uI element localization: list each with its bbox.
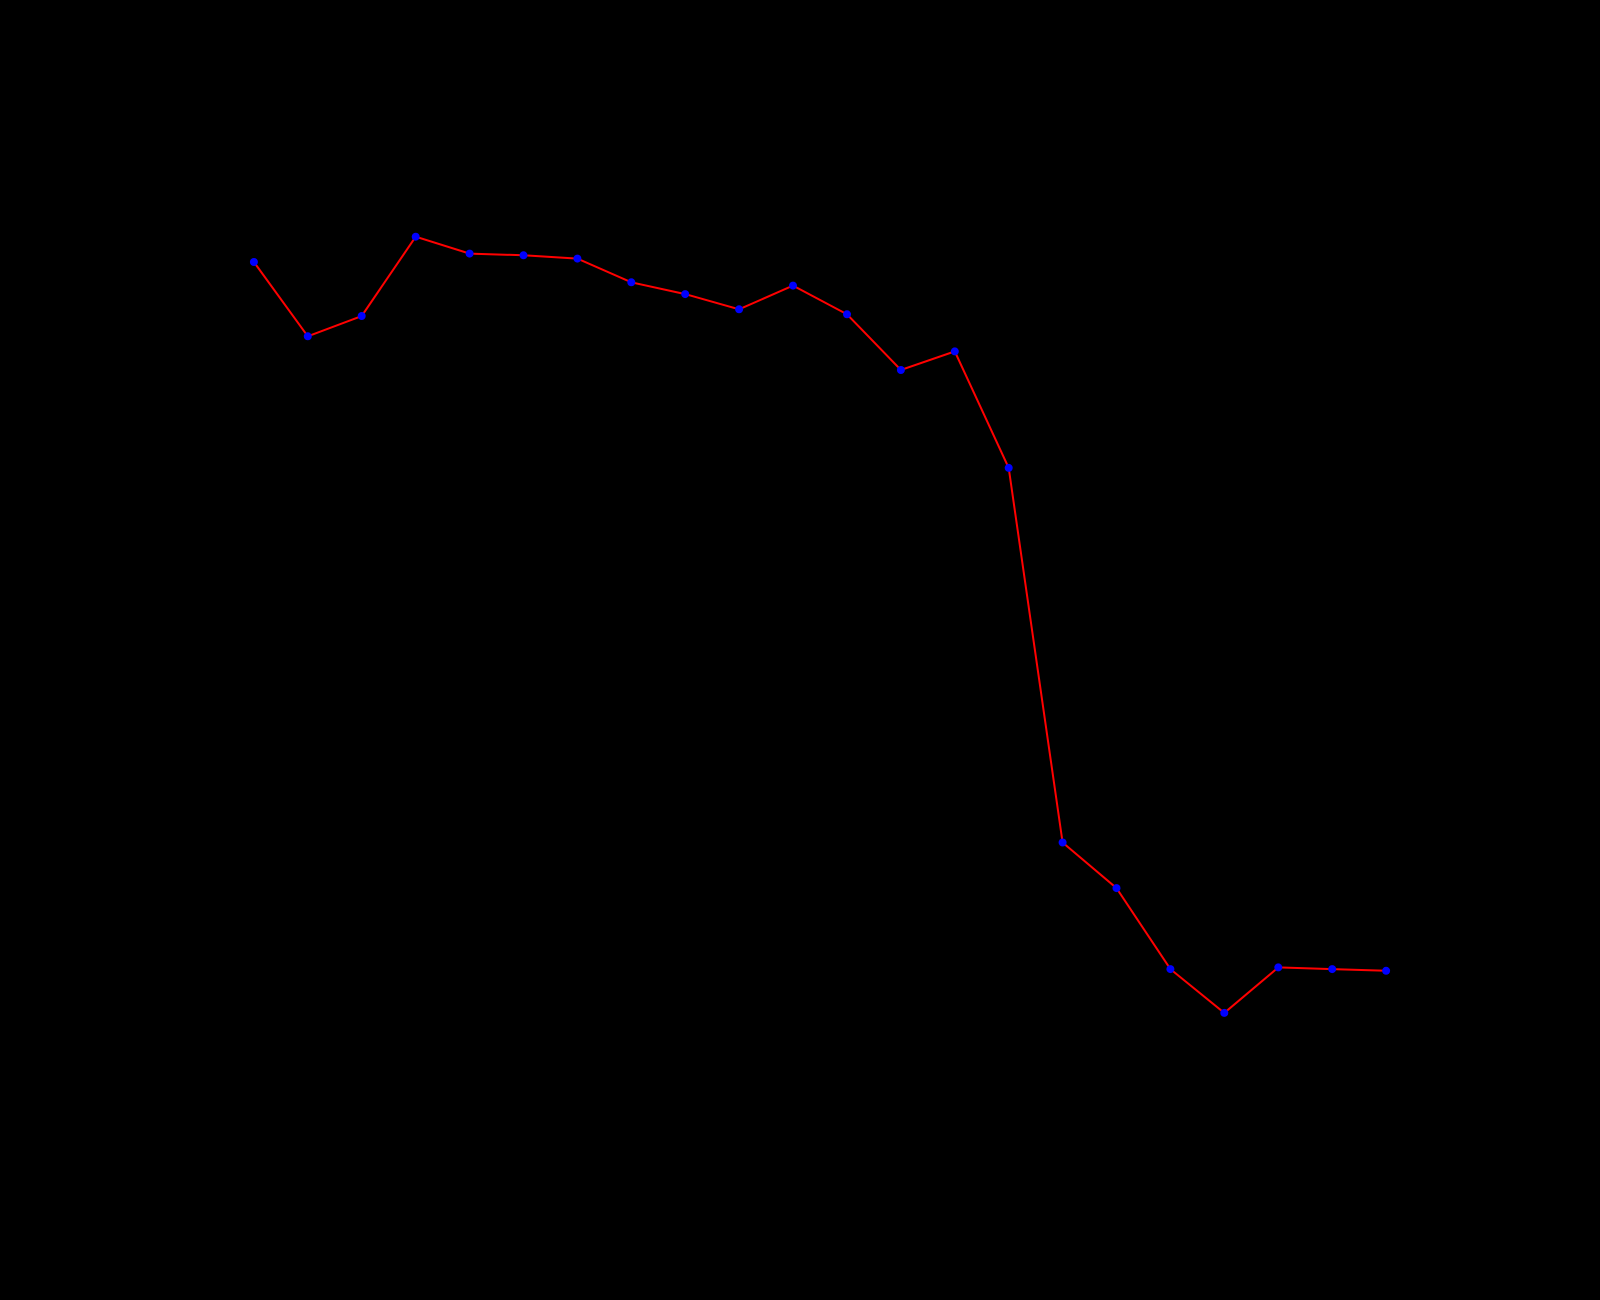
data-point-2 bbox=[303, 332, 312, 341]
data-point-3 bbox=[357, 312, 366, 320]
data-point-5 bbox=[465, 249, 474, 258]
data-point-15 bbox=[1004, 463, 1013, 472]
data-point-4 bbox=[411, 232, 420, 241]
data-point-21 bbox=[1328, 965, 1337, 974]
data-point-19 bbox=[1220, 1008, 1229, 1017]
data-point-14 bbox=[950, 347, 959, 356]
data-point-18 bbox=[1166, 965, 1175, 974]
data-point-9 bbox=[681, 290, 690, 299]
data-point-10 bbox=[735, 305, 744, 314]
series-layer bbox=[249, 232, 1391, 1017]
data-point-22 bbox=[1382, 966, 1391, 975]
data-point-1 bbox=[249, 258, 258, 266]
data-point-7 bbox=[573, 254, 582, 263]
data-point-17 bbox=[1112, 884, 1121, 893]
data-point-16 bbox=[1058, 838, 1067, 847]
data-point-8 bbox=[627, 278, 636, 287]
data-point-6 bbox=[519, 251, 528, 260]
data-point-13 bbox=[896, 366, 905, 374]
data-point-11 bbox=[789, 281, 797, 290]
series-line-0 bbox=[253, 235, 1387, 1015]
data-point-20 bbox=[1274, 963, 1283, 972]
data-point-12 bbox=[843, 310, 851, 319]
